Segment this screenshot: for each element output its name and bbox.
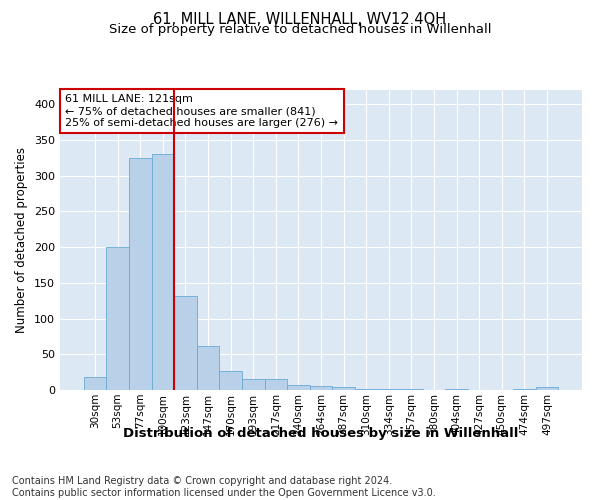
Text: Distribution of detached houses by size in Willenhall: Distribution of detached houses by size … [124,428,518,440]
Bar [129,158,152,390]
Bar [152,154,174,390]
Bar [242,378,265,390]
Text: Contains HM Land Registry data © Crown copyright and database right 2024.
Contai: Contains HM Land Registry data © Crown c… [12,476,436,498]
Bar [106,247,129,390]
Bar [355,388,377,390]
Text: Size of property relative to detached houses in Willenhall: Size of property relative to detached ho… [109,24,491,36]
Text: 61, MILL LANE, WILLENHALL, WV12 4QH: 61, MILL LANE, WILLENHALL, WV12 4QH [154,12,446,28]
Bar [332,387,355,390]
Bar [265,380,287,390]
Bar [310,386,332,390]
Bar [287,385,310,390]
Bar [174,296,197,390]
Bar [220,372,242,390]
Y-axis label: Number of detached properties: Number of detached properties [16,147,28,333]
Bar [197,346,220,390]
Bar [536,387,558,390]
Text: 61 MILL LANE: 121sqm
← 75% of detached houses are smaller (841)
25% of semi-deta: 61 MILL LANE: 121sqm ← 75% of detached h… [65,94,338,128]
Bar [84,377,106,390]
